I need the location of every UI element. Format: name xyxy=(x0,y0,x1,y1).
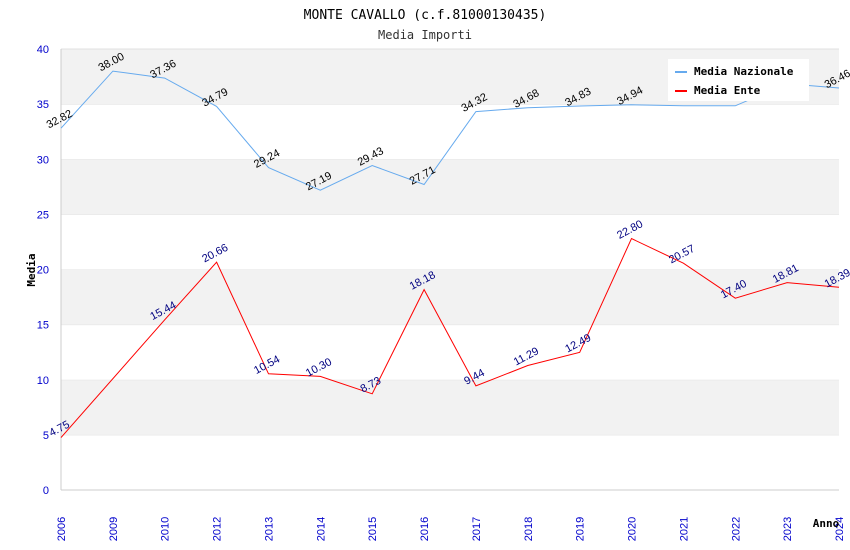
legend-label-ente: Media Ente xyxy=(694,84,761,97)
x-tick-label: 2016 xyxy=(419,517,431,541)
x-tick-label: 2018 xyxy=(523,517,535,541)
legend-box xyxy=(668,59,809,101)
x-tick-label: 2013 xyxy=(263,517,275,541)
y-tick-label: 5 xyxy=(43,430,49,442)
x-tick-label: 2022 xyxy=(730,517,742,541)
x-tick-label: 2012 xyxy=(212,517,224,541)
grid-band xyxy=(61,379,839,435)
y-tick-label: 30 xyxy=(37,154,49,166)
series-line-0 xyxy=(60,70,840,191)
grid-band xyxy=(61,324,839,380)
y-tick-label: 15 xyxy=(37,320,49,332)
grid-band xyxy=(61,104,839,160)
x-tick-label: 2014 xyxy=(315,517,327,541)
grid-band xyxy=(61,269,839,325)
legend: Media Nazionale Media Ente xyxy=(668,59,809,101)
y-tick-label: 35 xyxy=(37,99,49,111)
grid-band xyxy=(61,434,839,490)
grid-band xyxy=(61,159,839,215)
series-line-1 xyxy=(60,237,840,438)
y-tick-label: 20 xyxy=(37,265,49,277)
axes xyxy=(60,49,839,491)
y-tick-label: 0 xyxy=(43,485,49,497)
x-tick-label: 2009 xyxy=(108,517,120,541)
y-tick-label: 40 xyxy=(37,44,49,56)
x-tick-label: 2010 xyxy=(160,517,172,541)
x-tick-label: 2019 xyxy=(575,517,587,541)
chart-title: MONTE CAVALLO (c.f.81000130435) xyxy=(304,8,547,23)
x-tick-label: 2024 xyxy=(834,517,846,541)
x-tick-label: 2023 xyxy=(782,517,794,541)
grid-bands xyxy=(61,48,839,490)
x-tick-labels: 2006 2009 2010 2012 2013 2014 2015 2016 2017 2018… xyxy=(56,517,846,541)
y-tick-labels: 0 5 10 15 20 25 30 35 40 xyxy=(37,44,49,497)
x-tick-label: 2021 xyxy=(678,517,690,541)
grid-band xyxy=(61,214,839,270)
x-tick-label: 2015 xyxy=(367,517,379,541)
chart-subtitle: Media Importi xyxy=(378,28,472,42)
y-tick-label: 25 xyxy=(37,209,49,221)
x-tick-label: 2017 xyxy=(471,517,483,541)
y-tick-label: 10 xyxy=(37,375,49,387)
x-tick-label: 2006 xyxy=(56,517,68,541)
x-tick-label: 2020 xyxy=(627,517,639,541)
y-axis-label: Media xyxy=(25,253,38,286)
legend-label-nazionale: Media Nazionale xyxy=(694,65,794,78)
x-axis-label: Anno xyxy=(813,517,840,530)
series-lines xyxy=(60,70,840,438)
